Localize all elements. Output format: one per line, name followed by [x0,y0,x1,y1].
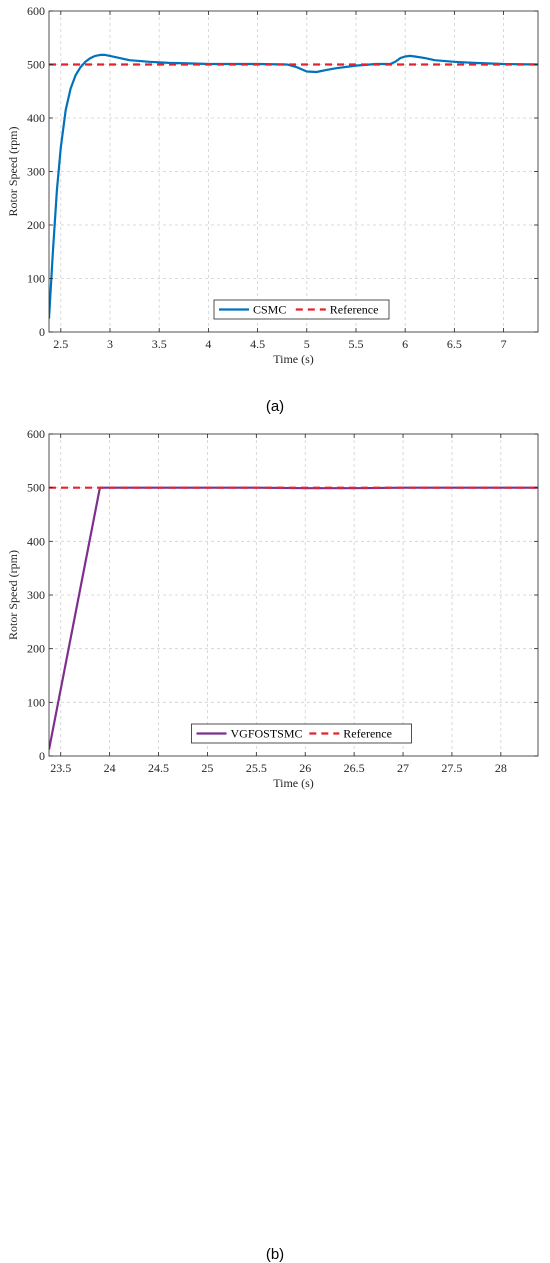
y-axis-label: Rotor Speed (rpm) [6,127,20,217]
chart-a: 2.5 3 3.5 4 4.5 5 5.5 6 6.5 7 0 100 200 300 400 500 600 T… [6,4,539,366]
x-tick-label: 23.5 [50,761,71,775]
x-tick-label: 24.5 [148,761,169,775]
x-tick-label: 26.5 [344,761,365,775]
chart-panel-b: 23.5 24 24.5 25 25.5 26 26.5 27 27.5 28 0 100 200 300… [0,425,550,1263]
caption-a: (a) [265,398,285,415]
legend-label-csmc: CSMC [253,303,286,317]
y-tick-label: 200 [27,218,45,232]
caption-b: (b) [265,1246,285,1263]
x-tick-label: 26 [299,761,311,775]
x-tick-label: 4 [205,337,211,351]
y-tick-label: 600 [27,4,45,18]
legend-label-vgfostsmc: VGFOSTSMC [231,727,303,741]
x-tick-label: 28 [495,761,507,775]
x-axis-label: Time (s) [273,776,314,790]
legend-box [191,723,412,744]
x-tick-label: 25 [201,761,213,775]
x-tick-label: 2.5 [53,337,68,351]
y-tick-label: 300 [27,165,45,179]
y-tick-label: 400 [27,111,45,125]
y-tick-label: 0 [39,325,45,339]
x-axis-label: Time (s) [273,352,314,366]
x-tick-label: 4.5 [250,337,265,351]
legend-label-reference: Reference [330,303,379,317]
x-tick-label: 6 [402,337,408,351]
y-tick-label: 0 [39,749,45,763]
y-axis-label: Rotor Speed (rpm) [6,550,20,640]
series-line-vgfostsmc [49,486,538,750]
series-line-csmc [49,53,538,319]
legend-label-reference: Reference [343,727,392,741]
x-tick-label: 3.5 [152,337,167,351]
y-tick-label: 200 [27,642,45,656]
y-tick-label: 500 [27,58,45,72]
chart-b: 23.5 24 24.5 25 25.5 26 26.5 27 27.5 28 0 100 200 300… [6,427,539,790]
x-tick-label: 24 [104,761,116,775]
x-tick-label: 6.5 [447,337,462,351]
x-tick-label: 3 [107,337,113,351]
chart-panel-a: 2.5 3 3.5 4 4.5 5 5.5 6 6.5 7 0 100 200 300 400 500 600 T… [0,0,550,425]
x-tick-label: 5 [304,337,310,351]
y-tick-label: 400 [27,534,45,548]
x-tick-label: 7 [501,337,507,351]
x-tick-label: 25.5 [246,761,267,775]
y-tick-label: 100 [27,272,45,286]
x-tick-label: 5.5 [348,337,363,351]
y-tick-label: 300 [27,588,45,602]
y-tick-label: 100 [27,695,45,709]
y-tick-label: 600 [27,427,45,441]
x-tick-label: 27 [397,761,409,775]
y-tick-label: 500 [27,481,45,495]
x-tick-label: 27.5 [441,761,462,775]
